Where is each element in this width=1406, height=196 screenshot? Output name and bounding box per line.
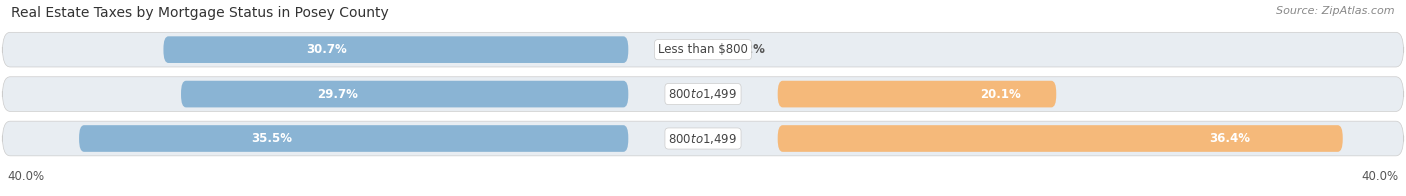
FancyBboxPatch shape <box>3 77 1403 111</box>
Text: $800 to $1,499: $800 to $1,499 <box>668 132 738 145</box>
Text: 40.0%: 40.0% <box>1362 170 1399 183</box>
Text: 36.4%: 36.4% <box>1209 132 1250 145</box>
FancyBboxPatch shape <box>778 81 1056 107</box>
Text: Less than $800: Less than $800 <box>658 43 748 56</box>
FancyBboxPatch shape <box>181 81 628 107</box>
Text: 29.7%: 29.7% <box>318 88 359 101</box>
Text: 20.1%: 20.1% <box>980 88 1021 101</box>
FancyBboxPatch shape <box>3 32 1403 67</box>
Text: 35.5%: 35.5% <box>250 132 292 145</box>
Text: Real Estate Taxes by Mortgage Status in Posey County: Real Estate Taxes by Mortgage Status in … <box>11 6 389 20</box>
Text: 0.42%: 0.42% <box>724 43 765 56</box>
Text: Source: ZipAtlas.com: Source: ZipAtlas.com <box>1277 6 1395 16</box>
Text: 40.0%: 40.0% <box>7 170 44 183</box>
Text: 30.7%: 30.7% <box>305 43 346 56</box>
FancyBboxPatch shape <box>778 125 1343 152</box>
FancyBboxPatch shape <box>79 125 628 152</box>
FancyBboxPatch shape <box>163 36 628 63</box>
Text: $800 to $1,499: $800 to $1,499 <box>668 87 738 101</box>
FancyBboxPatch shape <box>3 121 1403 156</box>
